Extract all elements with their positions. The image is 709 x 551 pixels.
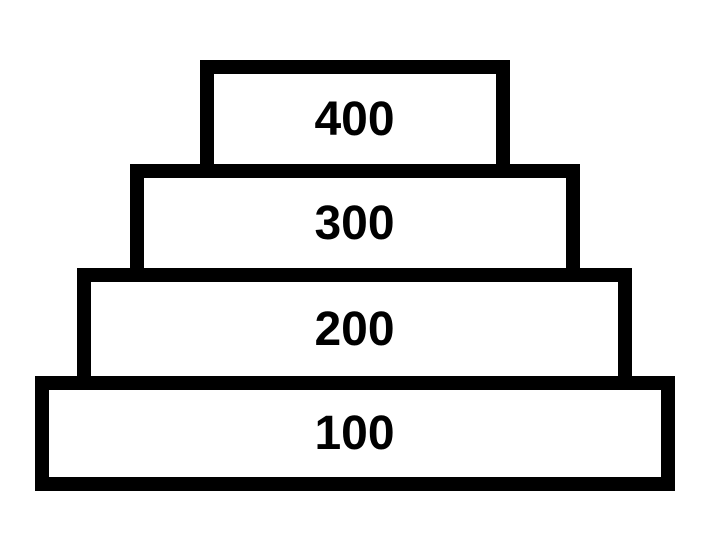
layer-label: 300	[314, 196, 394, 251]
layer-label: 400	[314, 92, 394, 147]
pyramid-layer-0: 400	[200, 60, 510, 178]
layer-label: 200	[314, 302, 394, 357]
stacked-pyramid-diagram: 400 300 200 100	[35, 60, 675, 491]
layer-label: 100	[314, 406, 394, 461]
pyramid-layer-3: 100	[35, 376, 675, 491]
pyramid-layer-2: 200	[77, 268, 632, 390]
pyramid-layer-1: 300	[130, 164, 580, 282]
